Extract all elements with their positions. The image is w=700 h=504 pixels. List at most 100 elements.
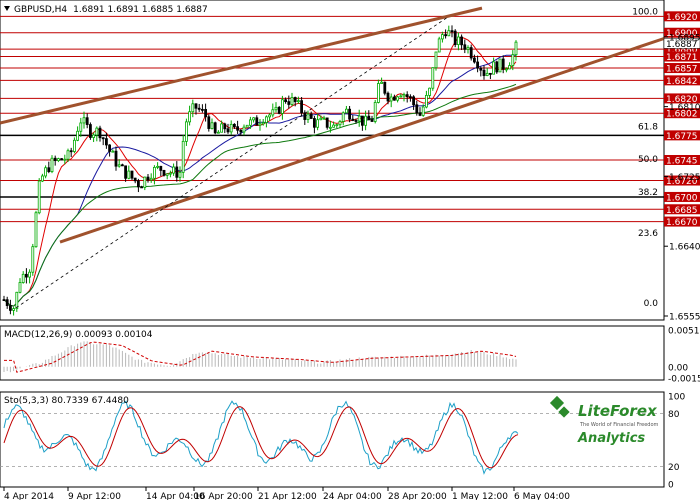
candle-body — [335, 124, 339, 127]
x-tick-label: 1 May 12:00 — [452, 492, 508, 500]
candle-body — [360, 115, 364, 126]
price-level-label: 1.6857 — [666, 65, 698, 75]
candle-body — [149, 177, 153, 181]
candle-body — [386, 92, 390, 102]
price-level-label: 1.6802 — [666, 110, 698, 120]
fibonacci-label: 23.6 — [638, 229, 658, 239]
candle-body — [105, 138, 108, 146]
candle-body — [121, 164, 124, 167]
candle-body — [274, 106, 278, 111]
candle-body — [508, 65, 512, 70]
price-level-tag — [664, 51, 700, 62]
candle-body — [37, 180, 41, 214]
price-panel[interactable]: 100.061.850.038.223.60.0 1.69201.69001.6… — [0, 0, 700, 323]
candle-body — [73, 139, 76, 152]
candle-body — [341, 112, 345, 122]
candle-body — [373, 102, 377, 122]
candle-body — [69, 150, 73, 153]
candle-body — [472, 57, 476, 63]
symbol-label: GBPUSD,H4 1.6891 1.6891 1.6885 1.6887 — [14, 5, 208, 15]
y-tick-label: 1.6640 — [669, 243, 700, 253]
candle-body — [117, 164, 121, 167]
candle-body — [354, 120, 358, 122]
candle-body — [60, 158, 63, 161]
price-level-tag — [664, 130, 700, 141]
candle-body — [469, 47, 473, 59]
channel-upper-line[interactable] — [0, 6, 483, 125]
y-tick-label: 1.6810 — [669, 103, 700, 113]
candle-body — [399, 95, 403, 98]
candle-body — [290, 97, 294, 105]
candle-body — [232, 123, 236, 128]
price-level-tag — [664, 11, 700, 22]
candle-body — [306, 113, 310, 120]
y-tick-label: 1.6895 — [669, 33, 700, 43]
stochastic-main-line — [3, 400, 519, 475]
candle-body — [95, 127, 99, 136]
candle-body — [325, 117, 329, 128]
x-tick-label: 16 Apr 20:00 — [194, 492, 253, 500]
price-level-tag — [664, 175, 700, 186]
stochastic-tick-label: 0 — [668, 481, 674, 491]
macd-panel[interactable]: MACD(12,26,9) 0.00093 0.00104 0.00517 0.0… — [0, 325, 700, 385]
current-price-label: 1.6887 — [666, 40, 698, 50]
candle-body — [476, 61, 480, 69]
price-level-label: 1.6880 — [666, 46, 698, 56]
price-level-label: 1.6920 — [666, 13, 698, 23]
price-level-tag — [664, 155, 700, 165]
candle-body — [152, 166, 156, 179]
candle-body — [408, 96, 412, 99]
x-tick-label: 6 May 04:00 — [514, 492, 570, 500]
candle-body — [389, 96, 393, 102]
macd-label: MACD(12,26,9) 0.00093 0.00104 — [4, 330, 153, 340]
price-level-label: 1.6900 — [666, 29, 698, 39]
candle-body — [437, 38, 441, 53]
candle-body — [261, 122, 265, 125]
ma-slow-line — [3, 83, 517, 307]
x-tick-label: 21 Apr 12:00 — [258, 492, 317, 500]
candle-body — [210, 122, 214, 129]
candle-body — [213, 122, 217, 134]
channel-lower-line[interactable] — [59, 37, 665, 244]
candle-body — [255, 117, 259, 126]
candle-body — [2, 299, 6, 301]
candle-body — [456, 36, 460, 45]
candle-body — [63, 158, 67, 161]
candle-body — [415, 104, 419, 114]
fibonacci-label: 50.0 — [638, 155, 658, 165]
candle-body — [31, 246, 35, 273]
macd-tick-label: 0.00 — [668, 363, 688, 373]
stochastic-panel[interactable]: Sto(5,3,3) 80.7339 67.4480 100 80 20 0 — [0, 391, 685, 491]
candle-body — [488, 72, 492, 75]
candle-body — [268, 114, 272, 118]
fibonacci-trend-line[interactable] — [15, 15, 450, 309]
candle-body — [15, 291, 19, 310]
candle-body — [194, 103, 198, 109]
candle-body — [492, 61, 496, 75]
candle-body — [357, 115, 361, 122]
x-tick-label: 28 Apr 20:00 — [388, 492, 447, 500]
candle-body — [376, 83, 380, 103]
candle-body — [498, 58, 502, 73]
x-tick-label: 9 Apr 12:00 — [68, 492, 121, 500]
fibonacci-label: 100.0 — [632, 7, 658, 17]
stochastic-signal-line — [3, 406, 519, 469]
candle-body — [287, 101, 291, 105]
candle-body — [57, 158, 60, 162]
candle-body — [168, 172, 172, 175]
candle-body — [53, 157, 57, 162]
candle-body — [89, 124, 92, 138]
candle-body — [280, 99, 284, 114]
candle-body — [450, 30, 454, 33]
candle-body — [248, 119, 252, 126]
candle-body — [44, 167, 47, 177]
macd-panel-frame — [0, 325, 665, 381]
price-level-label: 1.6842 — [666, 77, 698, 87]
price-level-tag — [664, 75, 700, 86]
candle-body — [229, 123, 233, 133]
candle-body — [284, 99, 288, 103]
candle-body — [172, 166, 176, 174]
candle-body — [8, 305, 12, 311]
